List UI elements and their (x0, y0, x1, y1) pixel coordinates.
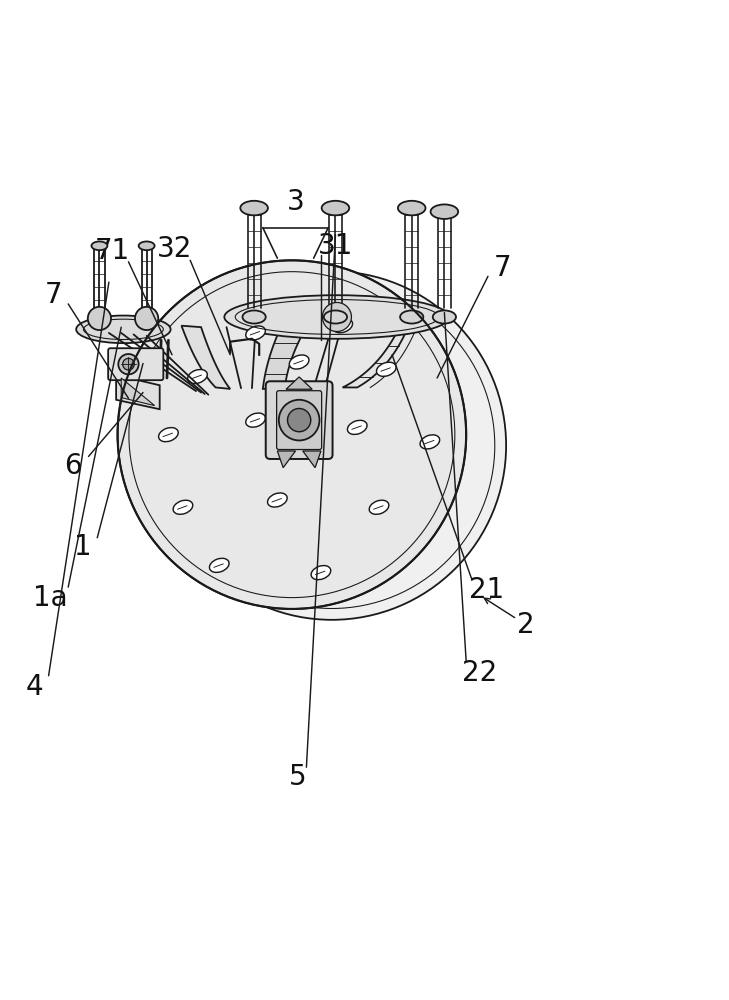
Text: 5: 5 (289, 763, 306, 791)
Ellipse shape (311, 566, 331, 580)
Polygon shape (303, 451, 321, 468)
Circle shape (322, 302, 351, 332)
Ellipse shape (159, 428, 178, 442)
Ellipse shape (321, 201, 349, 215)
Ellipse shape (246, 413, 265, 427)
Ellipse shape (398, 201, 426, 215)
Polygon shape (263, 327, 306, 389)
Circle shape (287, 408, 311, 432)
Ellipse shape (369, 500, 389, 514)
Text: 1a: 1a (34, 584, 68, 612)
FancyBboxPatch shape (108, 348, 163, 380)
Ellipse shape (433, 310, 456, 324)
Polygon shape (121, 378, 155, 406)
Text: 22: 22 (461, 659, 497, 687)
Circle shape (117, 260, 466, 609)
Polygon shape (182, 326, 230, 389)
Polygon shape (286, 377, 312, 389)
Text: 6: 6 (63, 452, 82, 480)
Text: 31: 31 (318, 232, 353, 260)
Ellipse shape (376, 362, 396, 376)
Ellipse shape (289, 355, 309, 369)
Ellipse shape (246, 326, 265, 340)
Text: 71: 71 (95, 237, 130, 265)
Text: 1: 1 (74, 533, 92, 561)
FancyBboxPatch shape (266, 381, 332, 459)
Ellipse shape (324, 310, 347, 324)
FancyBboxPatch shape (276, 391, 321, 450)
Ellipse shape (173, 500, 192, 514)
Text: 7: 7 (45, 281, 63, 309)
Ellipse shape (91, 241, 107, 250)
Text: 4: 4 (26, 673, 43, 701)
Ellipse shape (139, 241, 155, 250)
Ellipse shape (77, 316, 171, 343)
Text: 32: 32 (157, 235, 192, 263)
Text: 7: 7 (494, 254, 511, 282)
Text: 3: 3 (286, 188, 305, 216)
Ellipse shape (209, 558, 229, 572)
Circle shape (135, 307, 158, 330)
Polygon shape (277, 451, 295, 468)
Ellipse shape (333, 319, 353, 333)
Ellipse shape (348, 420, 367, 434)
Polygon shape (116, 375, 160, 409)
Ellipse shape (187, 369, 207, 384)
Ellipse shape (431, 204, 459, 219)
Circle shape (278, 400, 319, 440)
Circle shape (87, 307, 111, 330)
Ellipse shape (225, 295, 450, 339)
Ellipse shape (268, 493, 287, 507)
Text: 2: 2 (517, 611, 534, 639)
Circle shape (122, 358, 134, 370)
Circle shape (157, 271, 506, 620)
Ellipse shape (243, 310, 266, 324)
Ellipse shape (420, 435, 440, 449)
Ellipse shape (241, 201, 268, 215)
Ellipse shape (400, 310, 424, 324)
Polygon shape (343, 327, 408, 387)
Text: 21: 21 (469, 576, 504, 604)
Circle shape (118, 354, 139, 374)
